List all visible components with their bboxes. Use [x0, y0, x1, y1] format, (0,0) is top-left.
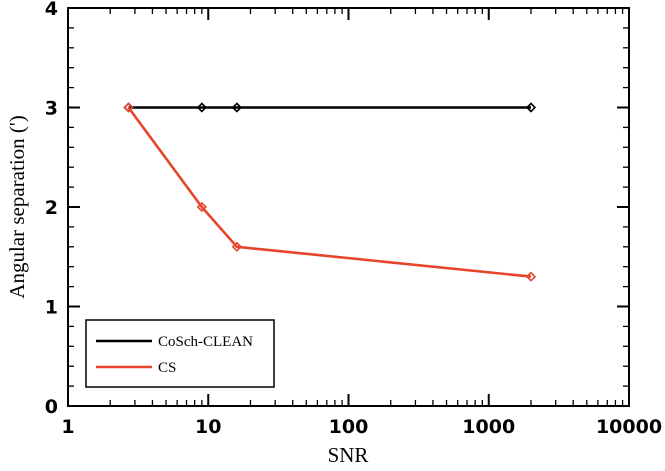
y-tick-label: 1: [45, 297, 58, 319]
data-point-cosch-clean: [525, 102, 537, 113]
data-point-cosch-clean: [231, 102, 243, 113]
x-tick-label: 1: [61, 416, 74, 438]
legend-label-cosch-clean: CoSch-CLEAN: [158, 334, 253, 350]
legend-label-cs: CS: [158, 360, 176, 376]
y-axis-title: Angular separation ('): [5, 115, 29, 298]
series-line-cs: [127, 106, 532, 278]
y-ticks: 0 1 2 3 4: [45, 0, 629, 418]
series-layer: [123, 102, 537, 282]
x-ticks: 1 10 100 1000 10000: [61, 8, 662, 438]
data-point-cosch-clean: [196, 102, 207, 113]
data-point-cs: [196, 201, 207, 213]
legend: CoSch-CLEAN CS: [85, 319, 275, 388]
x-tick-label: 1000: [462, 416, 515, 438]
x-tick-label: 100: [329, 416, 369, 438]
y-tick-label: 3: [45, 98, 58, 120]
y-tick-label: 4: [45, 0, 58, 20]
data-point-cs: [123, 102, 134, 113]
legend-box: [85, 319, 275, 388]
data-point-cs: [525, 271, 537, 282]
x-tick-label: 10000: [596, 416, 662, 438]
x-tick-label: 10: [195, 416, 221, 438]
y-tick-label: 2: [45, 197, 58, 219]
y-tick-label: 0: [45, 396, 58, 418]
data-point-cs: [231, 241, 243, 252]
x-axis-title: SNR: [328, 443, 369, 467]
